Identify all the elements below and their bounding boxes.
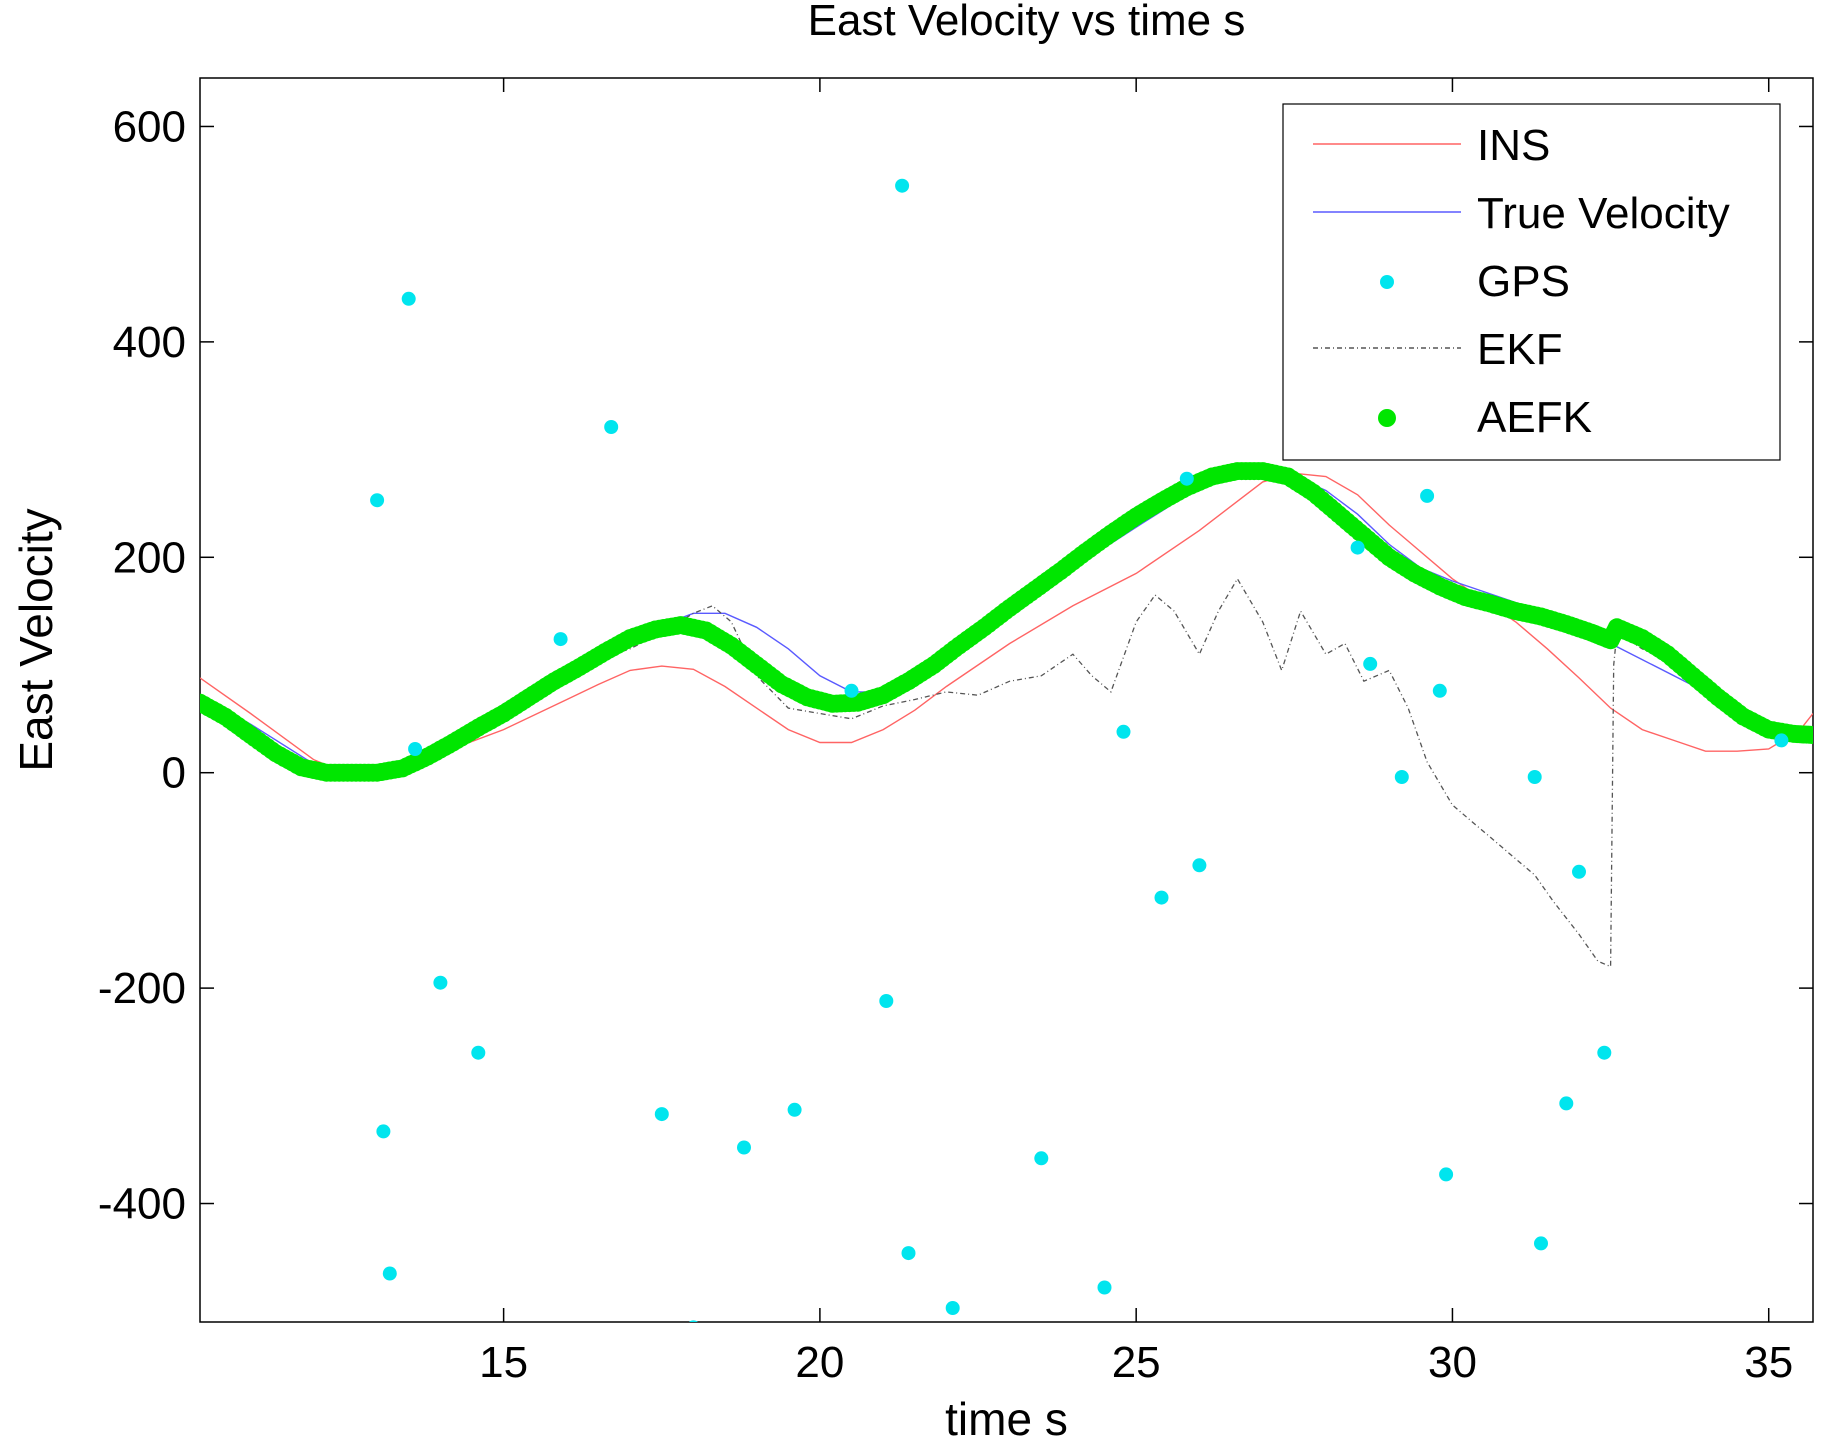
series-gps-point bbox=[382, 1266, 397, 1281]
y-tick-label: -400 bbox=[98, 1180, 186, 1229]
legend-swatch-gps bbox=[1380, 275, 1394, 289]
series-gps-point bbox=[1179, 471, 1194, 486]
x-tick-label: 30 bbox=[1428, 1338, 1477, 1387]
y-tick-label: 0 bbox=[162, 749, 186, 798]
series-gps-point bbox=[787, 1102, 802, 1117]
series-gps-point bbox=[1394, 770, 1409, 784]
series-gps-point bbox=[1363, 656, 1378, 671]
series-gps-point bbox=[1597, 1045, 1612, 1060]
x-tick-label: 35 bbox=[1744, 1338, 1793, 1387]
x-tick-label: 25 bbox=[1112, 1338, 1161, 1387]
series-gps-point bbox=[901, 1246, 916, 1261]
x-tick-label: 20 bbox=[795, 1338, 844, 1387]
chart-title: East Velocity vs time s bbox=[808, 0, 1246, 45]
legend-box bbox=[1282, 103, 1781, 461]
series-aefk-point bbox=[1804, 726, 1813, 745]
legend: INS True Velocity GPS EKF AEFK bbox=[1282, 103, 1781, 461]
series-gps-point bbox=[1192, 858, 1207, 873]
legend-label-gps: GPS bbox=[1477, 257, 1570, 306]
series-gps-point bbox=[1559, 1096, 1574, 1111]
y-axis-label: East Velocity bbox=[10, 508, 62, 771]
series-gps-point bbox=[1350, 540, 1365, 555]
x-tick-label: 15 bbox=[479, 1338, 528, 1387]
series-gps-point bbox=[370, 493, 385, 508]
series-gps-point bbox=[471, 1045, 486, 1060]
series-gps-point bbox=[553, 632, 568, 647]
series-gps-point bbox=[1116, 724, 1131, 739]
series-ekf-line bbox=[200, 577, 1813, 968]
legend-label-ins: INS bbox=[1477, 121, 1550, 170]
y-tick-label: 200 bbox=[113, 533, 186, 582]
axis-ticks: 15 20 25 30 35 600 400 200 0 -200 -400 bbox=[98, 78, 1813, 1387]
series-gps-point bbox=[1432, 683, 1447, 698]
series-gps-point bbox=[604, 420, 619, 434]
series-gps-point bbox=[737, 1140, 751, 1155]
legend-label-ekf: EKF bbox=[1477, 325, 1563, 374]
series-gps-point bbox=[1034, 1151, 1049, 1166]
series-gps-point bbox=[1572, 864, 1586, 879]
y-tick-label: 400 bbox=[113, 318, 186, 367]
series-gps-point bbox=[1097, 1280, 1112, 1295]
series-gps-point bbox=[1534, 1236, 1548, 1251]
series-gps-point bbox=[945, 1301, 960, 1315]
series-gps-point bbox=[654, 1107, 669, 1122]
series-gps-point bbox=[879, 994, 894, 1008]
series-gps-point bbox=[1527, 770, 1542, 784]
series-gps-point bbox=[408, 742, 423, 756]
series-layer bbox=[200, 178, 1813, 1322]
series-gps-point bbox=[433, 975, 448, 990]
series-gps-point bbox=[688, 1320, 698, 1322]
series-gps-point bbox=[1774, 733, 1789, 748]
y-tick-label: -200 bbox=[98, 964, 186, 1013]
series-gps-point bbox=[376, 1124, 391, 1139]
series-gps-point bbox=[844, 683, 859, 698]
legend-swatch-aefk bbox=[1378, 409, 1396, 427]
legend-label-aefk: AEFK bbox=[1477, 393, 1592, 442]
legend-label-true-velocity: True Velocity bbox=[1477, 189, 1730, 238]
series-gps-point bbox=[401, 291, 416, 306]
y-tick-label: 600 bbox=[113, 102, 186, 151]
series-ins-line bbox=[200, 472, 1813, 774]
series-gps-point bbox=[1420, 488, 1435, 503]
series-gps-point bbox=[1154, 890, 1169, 905]
series-gps-point bbox=[895, 178, 910, 193]
series-gps-point bbox=[1439, 1167, 1454, 1182]
x-axis-label: time s bbox=[945, 1393, 1068, 1445]
